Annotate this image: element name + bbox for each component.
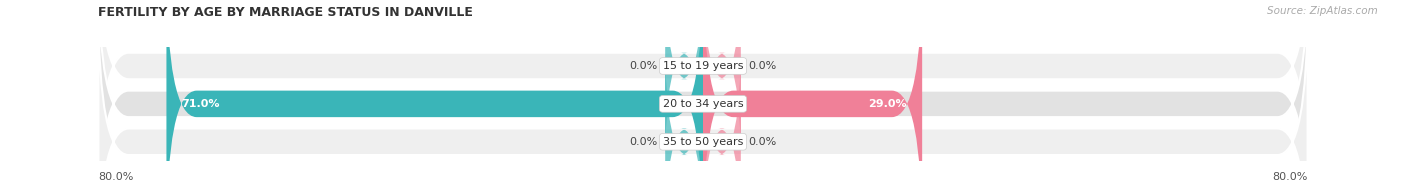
FancyBboxPatch shape [98,0,1308,196]
Text: 15 to 19 years: 15 to 19 years [662,61,744,71]
Text: 80.0%: 80.0% [98,172,134,182]
FancyBboxPatch shape [98,4,1308,196]
Text: 71.0%: 71.0% [181,99,221,109]
FancyBboxPatch shape [98,0,1308,196]
FancyBboxPatch shape [665,41,703,196]
FancyBboxPatch shape [703,0,741,166]
FancyBboxPatch shape [166,0,703,196]
Text: 80.0%: 80.0% [1272,172,1308,182]
Text: 0.0%: 0.0% [630,61,658,71]
Text: 0.0%: 0.0% [630,137,658,147]
Text: 29.0%: 29.0% [869,99,907,109]
Text: FERTILITY BY AGE BY MARRIAGE STATUS IN DANVILLE: FERTILITY BY AGE BY MARRIAGE STATUS IN D… [98,6,474,19]
FancyBboxPatch shape [703,0,922,196]
FancyBboxPatch shape [665,0,703,166]
Text: 0.0%: 0.0% [748,137,776,147]
Text: 20 to 34 years: 20 to 34 years [662,99,744,109]
FancyBboxPatch shape [703,41,741,196]
Text: Source: ZipAtlas.com: Source: ZipAtlas.com [1267,6,1378,16]
Text: 0.0%: 0.0% [748,61,776,71]
Text: 35 to 50 years: 35 to 50 years [662,137,744,147]
